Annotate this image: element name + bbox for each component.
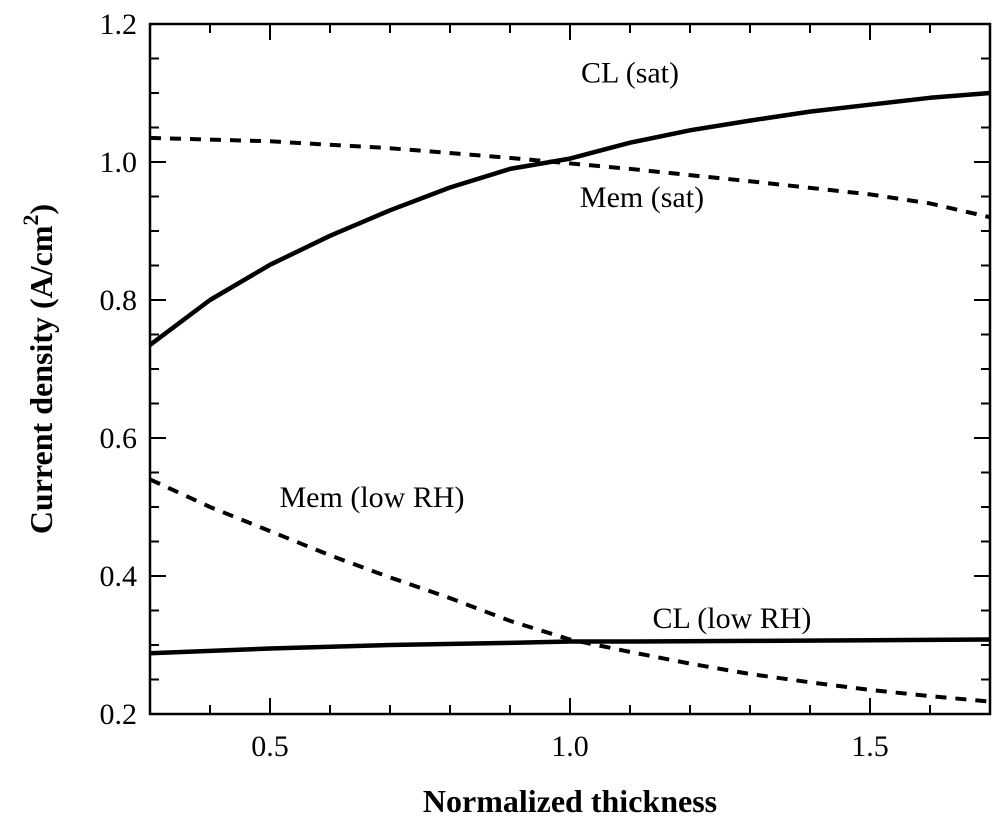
y-axis-title: Current density (A/cm2) <box>18 204 59 534</box>
y-tick-label: 0.6 <box>100 422 138 455</box>
y-tick-label: 0.2 <box>100 698 138 731</box>
x-tick-label: 0.5 <box>251 730 289 763</box>
x-axis-title: Normalized thickness <box>423 783 717 819</box>
series-line-mem-low-rh <box>149 477 991 704</box>
y-tick-label: 0.4 <box>100 560 138 593</box>
tick-labels-layer: 0.5 1.0 1.5 0.2 0.4 0.6 0.8 1.0 1.2 <box>100 8 889 763</box>
curves-layer <box>148 90 991 704</box>
series-line-mem-sat <box>149 135 991 220</box>
x-tick-label: 1.0 <box>551 730 589 763</box>
ticks-layer <box>149 23 991 715</box>
series-line-cl-sat <box>148 90 991 347</box>
x-tick-label: 1.5 <box>851 730 889 763</box>
y-axis-title-superscript: 2 <box>18 214 43 225</box>
y-axis-title-main: Current density (A/cm <box>23 225 59 534</box>
plot-frame <box>148 22 992 716</box>
series-line-cl-low-rh <box>149 637 991 656</box>
annotations-layer: CL (sat) Mem (sat) Mem (low RH) CL (low RH) <box>280 57 812 635</box>
curve-label: CL (low RH) <box>653 602 812 635</box>
y-axis-title-close: ) <box>23 204 59 215</box>
curve-label: Mem (low RH) <box>280 481 465 514</box>
curve-label: CL (sat) <box>581 57 679 90</box>
curve-label: Mem (sat) <box>580 181 704 214</box>
y-tick-label: 0.8 <box>100 284 138 317</box>
y-tick-label: 1.0 <box>100 146 138 179</box>
y-tick-label: 1.2 <box>100 8 138 41</box>
